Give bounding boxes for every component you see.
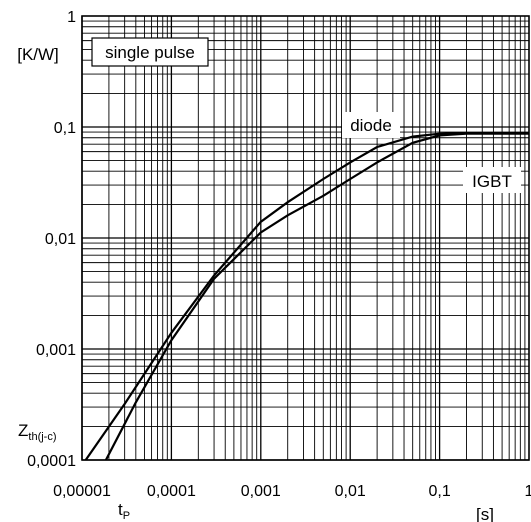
y-axis-label-sub: th(j-c) — [28, 431, 56, 443]
diode-label: diode — [342, 112, 400, 138]
y-unit-label: [K/W] — [0, 40, 78, 68]
series-line-diode — [104, 132, 529, 461]
y-axis-label-main: Z — [18, 421, 28, 440]
x-axis-label: tP — [118, 500, 130, 522]
igbt-label: IGBT — [463, 167, 521, 193]
y-axis-label-bg — [14, 418, 76, 446]
x-tick-label: 0,0001 — [147, 483, 196, 500]
y-tick-label: 0,0001 — [27, 453, 76, 470]
series-layer — [84, 132, 529, 461]
y-tick-label: 0,01 — [45, 231, 76, 248]
grid — [81, 16, 529, 461]
y-axis-label-text: Zth(j-c) — [18, 421, 57, 443]
diode-label-bg — [342, 112, 400, 138]
y-tick-label: 1 — [67, 9, 76, 26]
y-unit-text: [K/W] — [17, 45, 59, 64]
single-pulse-annotation: single pulse — [91, 37, 209, 67]
x-unit-text: [s] — [476, 505, 494, 522]
y-tick-label: 0,001 — [36, 342, 76, 359]
annotation-text: single pulse — [105, 43, 195, 62]
x-axis-label-sub: P — [123, 510, 130, 522]
tick-labels: 0,00001 0,0001 0,001 0,01 0,1 1 1 0,1 0,01 0,001 0… — [27, 9, 531, 500]
x-tick-label: 0,1 — [428, 483, 450, 500]
plot-border — [81, 15, 530, 461]
x-tick-label: 0,00001 — [53, 483, 111, 500]
y-unit-bg — [0, 40, 78, 68]
series-line-igbt — [84, 132, 529, 461]
y-axis-label: Zth(j-c) — [14, 418, 76, 446]
x-tick-label: 0,01 — [335, 483, 366, 500]
x-axis-label-main: t — [118, 500, 123, 519]
x-tick-label: 1 — [525, 483, 531, 500]
igbt-label-text: IGBT — [472, 172, 512, 191]
x-axis-label-text: tP — [118, 500, 130, 522]
x-tick-label: 0,001 — [241, 483, 281, 500]
y-tick-label: 0,1 — [54, 120, 76, 137]
igbt-label-bg — [463, 167, 521, 193]
diode-label-text: diode — [350, 116, 392, 135]
annotation-box — [91, 37, 209, 67]
